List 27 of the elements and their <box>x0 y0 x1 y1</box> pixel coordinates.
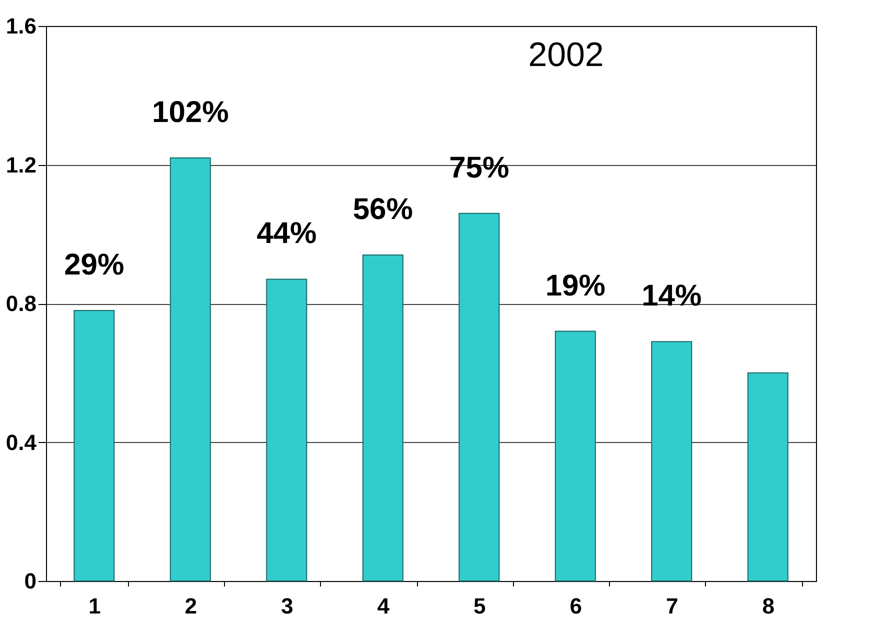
bar <box>554 330 596 582</box>
bar <box>170 157 211 582</box>
y-tick-label: 0.4 <box>6 430 38 455</box>
annotation: 56% <box>352 192 413 226</box>
x-tick-label: 5 <box>474 594 486 618</box>
x-tick-label: 1 <box>88 594 101 618</box>
y-tick-label: 0 <box>24 568 36 594</box>
x-tick-label: 8 <box>762 594 774 618</box>
annotation: 102% <box>152 96 229 129</box>
x-tick-label: 6 <box>570 594 582 618</box>
x-tick-label: 2 <box>184 594 197 618</box>
x-tick-label: 4 <box>377 594 390 618</box>
x-tick-label: 7 <box>666 594 678 618</box>
annotation: 44% <box>256 217 317 250</box>
annotation: 29% <box>64 248 124 282</box>
x-tick-label: 3 <box>281 594 294 618</box>
y-tick-label: 1.6 <box>6 14 36 38</box>
bar <box>74 310 115 582</box>
bar <box>266 278 308 582</box>
annotation: 19% <box>545 269 606 302</box>
y-tick-label: 0.8 <box>6 291 36 316</box>
y-tick-label: 1.2 <box>6 152 36 178</box>
bar <box>747 372 788 582</box>
annotation: 2002 <box>528 36 604 74</box>
bar <box>362 254 404 582</box>
bar <box>458 212 500 582</box>
bar <box>651 341 692 582</box>
